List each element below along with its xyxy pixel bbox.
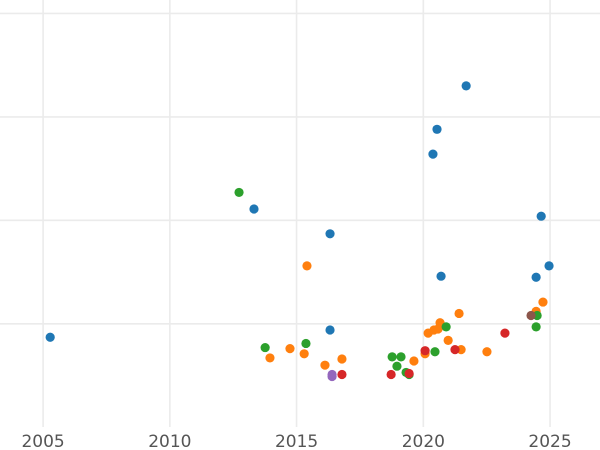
data-point [302, 261, 312, 271]
data-point [432, 124, 442, 134]
gridlines [0, 0, 600, 427]
data-point [404, 368, 414, 379]
data-point [536, 211, 546, 221]
data-point [500, 328, 510, 338]
x-tick-label: 2015 [275, 432, 318, 450]
data-point [320, 360, 330, 370]
data-point [337, 354, 347, 364]
data-point [325, 325, 335, 335]
data-point [387, 352, 397, 362]
data-point [482, 347, 492, 357]
data-point [299, 349, 309, 359]
data-point [396, 352, 406, 362]
x-tick-labels: 2005 2010 2015 2020 2025 [21, 432, 571, 450]
x-tick-label: 2020 [402, 432, 445, 450]
data-point [441, 322, 451, 332]
data-point [436, 271, 446, 281]
data-point [327, 371, 337, 382]
x-tick-label: 2025 [528, 432, 571, 450]
data-points [45, 81, 554, 382]
x-tick-label: 2005 [21, 432, 64, 450]
data-point [301, 338, 311, 349]
data-point [337, 369, 347, 380]
data-point [531, 322, 541, 332]
data-point [260, 342, 270, 353]
data-point [544, 261, 554, 271]
data-point [433, 324, 443, 334]
data-point [249, 204, 259, 214]
data-point [443, 335, 453, 345]
data-point [325, 229, 335, 239]
data-point [531, 272, 541, 282]
data-point [234, 187, 244, 198]
data-point [420, 346, 430, 356]
data-point [454, 308, 464, 319]
data-point [409, 356, 419, 366]
data-point [526, 310, 536, 321]
data-point [461, 81, 471, 91]
data-point [392, 361, 402, 371]
data-point [430, 347, 440, 357]
x-tick-label: 2010 [148, 432, 191, 450]
data-point [428, 149, 438, 159]
data-point [285, 344, 295, 354]
data-point [265, 353, 275, 363]
data-point [45, 332, 55, 342]
data-point [386, 369, 396, 380]
data-point [450, 345, 460, 355]
data-point [538, 297, 548, 307]
